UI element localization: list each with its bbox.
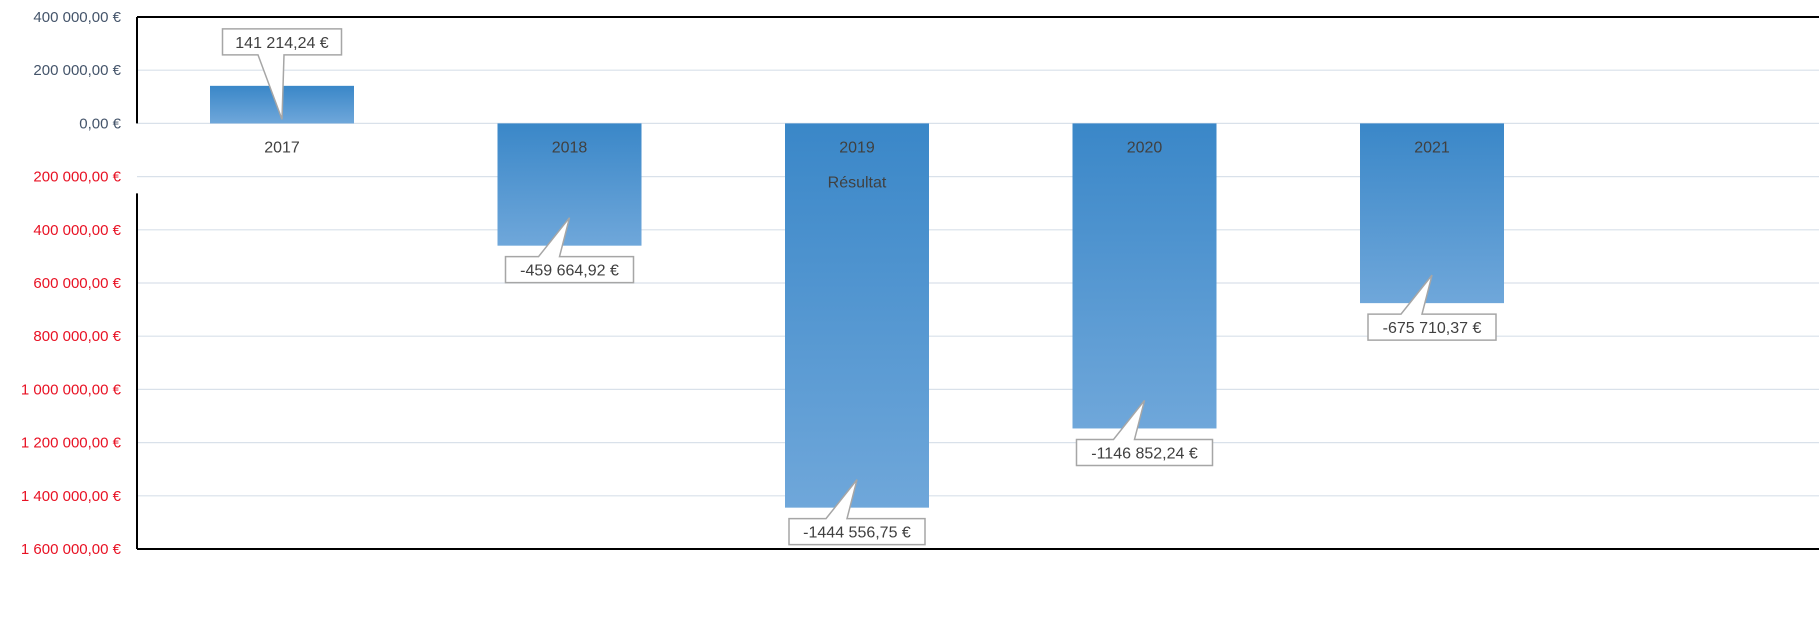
- gridlines: [137, 69, 1819, 497]
- y-tick-label: 1 400 000,00 €: [21, 488, 122, 505]
- bar-2019: [785, 123, 929, 508]
- data-label-callout: -1444 556,75 €: [788, 479, 926, 546]
- y-tick-label: 1 000 000,00 €: [21, 381, 122, 398]
- y-tick-label: 600 000,00 €: [33, 275, 121, 292]
- callout-shape: [788, 479, 926, 546]
- y-tick-label: 200 000,00 €: [33, 169, 121, 186]
- x-tick-label: 2018: [552, 139, 588, 156]
- callout-shape: [221, 28, 343, 120]
- series-name-label: Résultat: [828, 174, 887, 191]
- y-tick-label: 1 600 000,00 €: [21, 541, 122, 558]
- data-label: -1444 556,75 €: [803, 525, 911, 542]
- data-label: -675 710,37 €: [1383, 320, 1482, 337]
- x-tick-labels: 2017 2018 2019 2020 2021: [264, 139, 1450, 156]
- x-tick-label: 2019: [839, 139, 875, 156]
- y-tick-label: 0,00 €: [79, 115, 121, 132]
- data-label-callout: -459 664,92 €: [504, 217, 635, 284]
- bar-2018: [497, 123, 642, 246]
- data-labels: 141 214,24 € -459 664,92 € -1444 556,75 € -…: [221, 28, 1497, 546]
- x-tick-label: 2021: [1414, 139, 1450, 156]
- data-label: 141 214,24 €: [235, 35, 329, 52]
- y-tick-label: 400 000,00 €: [33, 9, 121, 26]
- callout-shape: [504, 217, 635, 284]
- data-label-callout: 141 214,24 €: [221, 28, 343, 120]
- x-tick-label: 2017: [264, 139, 300, 156]
- y-tick-label: 800 000,00 €: [33, 328, 121, 345]
- data-label: -459 664,92 €: [520, 263, 619, 280]
- y-tick-label: 400 000,00 €: [33, 222, 121, 239]
- callout-shape: [1367, 274, 1497, 341]
- axes: [136, 16, 1819, 550]
- x-tick-label: 2020: [1127, 139, 1163, 156]
- y-tick-label: 1 200 000,00 €: [21, 435, 122, 452]
- bar-2021: [1360, 123, 1504, 304]
- data-label-callout: -1146 852,24 €: [1075, 399, 1214, 467]
- data-label: -1146 852,24 €: [1091, 445, 1198, 462]
- y-tick-label: 200 000,00 €: [33, 62, 121, 79]
- bars: [210, 85, 1504, 508]
- callout-shape: [1075, 399, 1214, 467]
- data-label-callout: -675 710,37 €: [1367, 274, 1497, 341]
- y-tick-labels: 400 000,00 € 200 000,00 € 0,00 € 200 000,00…: [21, 9, 122, 558]
- bar-2020: [1072, 123, 1217, 429]
